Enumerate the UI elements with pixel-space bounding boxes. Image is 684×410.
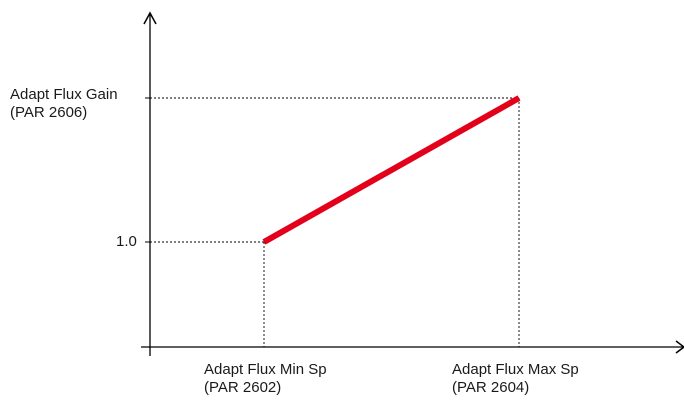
x-label-min-sp-name: Adapt Flux Min Sp: [204, 361, 327, 378]
y-label-adapt-flux-gain: Adapt Flux Gain (PAR 2606): [10, 86, 118, 122]
y-axis-arrowhead: [143, 11, 157, 25]
flux-gain-ramp-line: [262, 95, 521, 245]
y-label-unity: 1.0: [116, 233, 137, 250]
y-label-adapt-flux-gain-par: (PAR 2606): [10, 104, 88, 121]
y-label-adapt-flux-gain-name: Adapt Flux Gain: [10, 86, 118, 103]
x-label-max-sp-par: (PAR 2604): [452, 379, 530, 396]
x-label-adapt-flux-min-sp: Adapt Flux Min Sp (PAR 2602): [204, 361, 327, 397]
x-label-max-sp-name: Adapt Flux Max Sp: [452, 361, 579, 378]
x-axis-arrowhead: [675, 340, 684, 354]
x-label-adapt-flux-max-sp: Adapt Flux Max Sp (PAR 2604): [452, 361, 579, 397]
x-label-min-sp-par: (PAR 2602): [204, 379, 282, 396]
